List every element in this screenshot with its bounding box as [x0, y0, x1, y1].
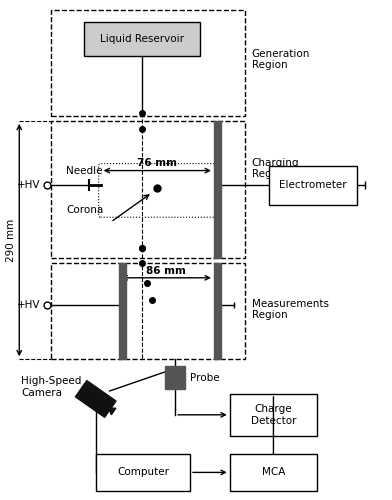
Polygon shape: [109, 408, 116, 414]
Text: Probe: Probe: [190, 372, 220, 382]
Text: Needle: Needle: [66, 166, 102, 175]
Text: High-Speed
Camera: High-Speed Camera: [21, 376, 82, 398]
Text: Measurements
Region: Measurements Region: [252, 299, 328, 320]
Text: Generation
Region: Generation Region: [252, 48, 310, 70]
Text: 86 mm: 86 mm: [146, 266, 186, 276]
Text: +HV: +HV: [17, 180, 41, 190]
Text: +HV: +HV: [17, 300, 41, 310]
Bar: [118, 263, 125, 359]
Text: 290 mm: 290 mm: [6, 218, 16, 262]
Bar: [165, 366, 185, 389]
Text: Corona: Corona: [66, 206, 103, 216]
Text: Charging
Region: Charging Region: [252, 158, 299, 180]
Text: Charge
Detector: Charge Detector: [251, 404, 296, 425]
Bar: [230, 394, 317, 436]
Bar: [214, 121, 221, 258]
Text: Liquid Reservoir: Liquid Reservoir: [100, 34, 184, 44]
Bar: [84, 22, 200, 56]
Bar: [269, 166, 357, 205]
Bar: [96, 454, 190, 492]
Text: Electrometer: Electrometer: [279, 180, 347, 190]
Bar: [214, 263, 221, 359]
Text: MCA: MCA: [262, 468, 285, 477]
Text: Computer: Computer: [117, 468, 169, 477]
Bar: [230, 454, 317, 492]
Text: 76 mm: 76 mm: [137, 158, 177, 168]
Polygon shape: [75, 380, 116, 418]
